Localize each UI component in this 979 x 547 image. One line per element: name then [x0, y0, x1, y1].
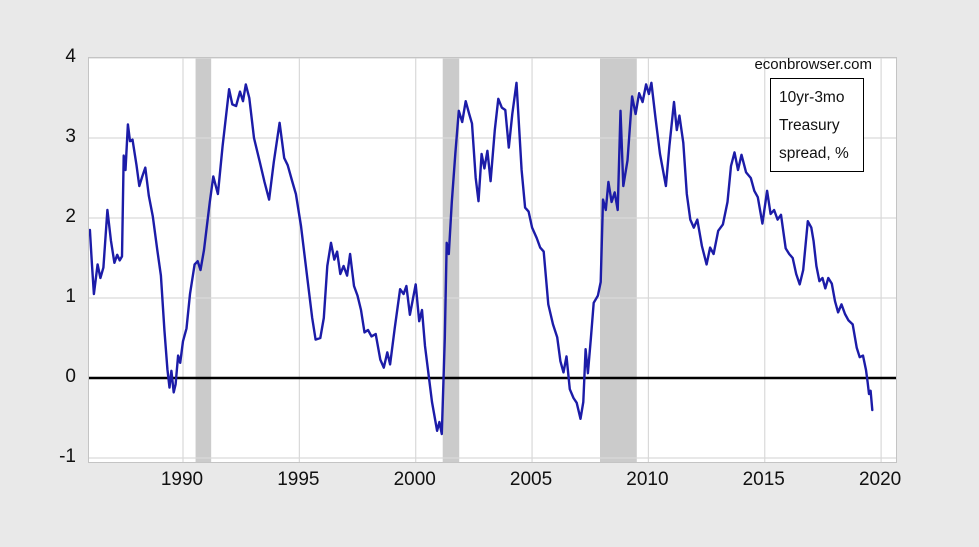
legend-line-1: 10yr-3mo [779, 89, 845, 106]
legend-box: 10yr-3mo Treasury spread, % [770, 78, 864, 172]
y-tick-label: 2 [65, 206, 76, 227]
y-tick-label: -1 [59, 446, 76, 467]
x-tick-label: 1990 [160, 469, 204, 490]
watermark: econbrowser.com [754, 56, 872, 73]
plot-area [88, 57, 897, 463]
y-tick-label: 3 [65, 126, 76, 147]
x-tick-label: 2015 [742, 469, 785, 490]
x-tick-label: 2010 [626, 469, 669, 490]
y-tick-label: 4 [65, 46, 76, 67]
spread-chart [89, 58, 896, 462]
y-tick-label: 0 [65, 366, 76, 387]
legend-line-3: spread, % [779, 145, 849, 162]
x-tick-label: 2005 [509, 469, 553, 490]
spread-line [89, 81, 874, 436]
x-tick-label: 2020 [858, 469, 902, 490]
x-tick-label: 1995 [277, 469, 320, 490]
legend-line-2: Treasury [779, 117, 840, 134]
y-tick-label: 1 [65, 286, 76, 307]
x-tick-label: 2000 [393, 469, 436, 490]
